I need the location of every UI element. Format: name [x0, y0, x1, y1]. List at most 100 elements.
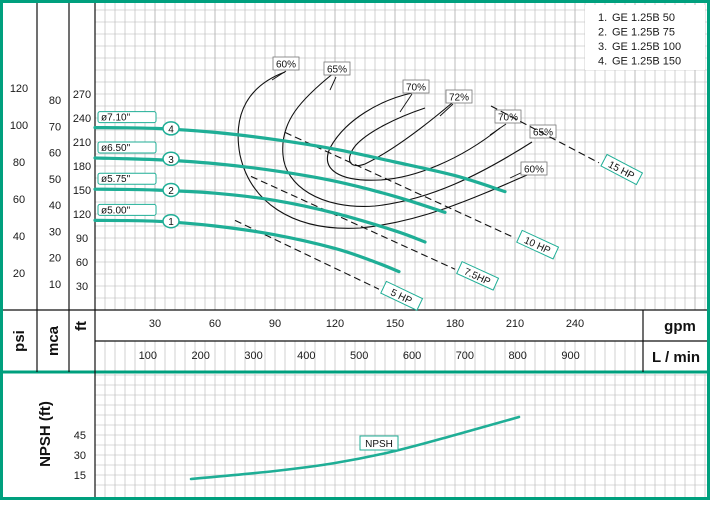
diameter-label: ø6.50": [101, 143, 131, 154]
npsh-curve-group: NPSH: [189, 415, 521, 481]
psi-tick: 60: [13, 194, 25, 206]
efficiency-contour-72: [348, 102, 453, 166]
npsh-tick: 15: [74, 470, 86, 482]
gpm-tick: 180: [446, 318, 464, 330]
npsh-label: NPSH (ft): [37, 401, 54, 467]
lmin-tick: 400: [297, 350, 315, 362]
efficiency-label-box: [402, 79, 430, 94]
ft-tick: 270: [73, 89, 91, 101]
power-label-box: [600, 153, 644, 186]
efficiency-labels: 60%65%70%72%70%65%60%: [272, 56, 557, 176]
npsh-tick: 45: [74, 430, 86, 442]
lmin-tick: 100: [139, 350, 157, 362]
efficiency-label-box: [520, 161, 548, 176]
mca-tick: 40: [49, 200, 61, 212]
mca-tick: 30: [49, 226, 61, 238]
power-label-box: [380, 280, 424, 311]
efficiency-label-box: [494, 109, 522, 124]
curve-number: 1: [168, 217, 174, 228]
efficiency-label: 70%: [406, 83, 426, 94]
efficiency-label-box: [445, 89, 473, 104]
curve-2: [93, 187, 427, 244]
legend-number: 1.: [598, 12, 607, 24]
efficiency-contours: [237, 71, 533, 229]
gpm-tick: 30: [149, 318, 161, 330]
efficiency-label-box: [529, 124, 557, 139]
curve-number: 4: [168, 124, 174, 135]
gpm-ticks: 30 60 90 120 150 180 210 240: [149, 318, 584, 330]
legend-entry: GE 1.25B 75: [612, 27, 675, 39]
performance-curves: ø7.10" 4 ø6.50" 3 ø5.75" 2 ø5.00" 1: [93, 111, 507, 274]
curve-number: 2: [168, 186, 174, 197]
power-label: 15 HP: [600, 153, 644, 186]
efficiency-contour-70: [326, 92, 501, 181]
ft-tick: 90: [76, 233, 88, 245]
legend-entry: GE 1.25B 150: [612, 56, 681, 68]
psi-tick: 120: [10, 83, 28, 95]
diameter-label-box: [97, 172, 157, 185]
lmin-tick: 200: [192, 350, 210, 362]
curve-number: 3: [168, 155, 174, 166]
mca-tick: 80: [49, 95, 61, 107]
ft-label: ft: [73, 321, 90, 331]
npsh-curve: [189, 415, 521, 481]
mca-tick: 70: [49, 121, 61, 133]
ft-tick: 240: [73, 113, 91, 125]
curve-number-badge: [162, 121, 180, 136]
gpm-tick: 60: [209, 318, 221, 330]
curve-4: [93, 126, 507, 194]
mca-tick: 60: [49, 148, 61, 160]
power-label: 10 HP: [516, 229, 560, 260]
lmin-tick: 500: [350, 350, 368, 362]
power-label-box: [456, 260, 500, 291]
efficiency-label: 60%: [524, 165, 544, 176]
gpm-tick: 240: [566, 318, 584, 330]
grid-axis-band: [104, 341, 636, 372]
efficiency-label: 65%: [327, 65, 347, 76]
npsh-ticks: 45 30 15: [74, 430, 86, 482]
ft-tick: 30: [76, 281, 88, 293]
legend-number: 2.: [598, 27, 607, 39]
legend: 1. GE 1.25B 50 2. GE 1.25B 75 3. GE 1.25B 100…: [585, 5, 705, 70]
mca-tick: 50: [49, 174, 61, 186]
lmin-label: L / min: [652, 349, 700, 366]
legend-box: [585, 5, 705, 70]
curve-3: [93, 156, 447, 214]
npsh-curve-label: NPSH: [365, 439, 393, 450]
grid-npsh: [95, 374, 707, 497]
psi-tick: 20: [13, 268, 25, 280]
psi-label: psi: [11, 330, 28, 352]
lmin-ticks: 100 200 300 400 500 600 700 800 900: [139, 350, 580, 362]
diameter-label-box: [97, 111, 157, 124]
legend-entry: GE 1.25B 100: [612, 41, 681, 53]
ft-tick: 60: [76, 257, 88, 269]
ft-tick: 150: [73, 185, 91, 197]
diameter-label: ø5.75": [101, 174, 131, 185]
efficiency-label-box: [323, 61, 351, 76]
efficiency-label: 70%: [498, 113, 518, 124]
psi-tick: 100: [10, 120, 28, 132]
curve-number-badge: [162, 182, 180, 198]
npsh-label-box: [359, 435, 399, 451]
ft-ticks: 270 240 210 180 150 120 90 60 30: [73, 89, 91, 293]
diameter-label: ø7.10": [101, 113, 131, 124]
efficiency-leaders: [271, 70, 528, 179]
efficiency-label-box: [272, 56, 300, 71]
gpm-tick: 210: [506, 318, 524, 330]
psi-tick: 80: [13, 157, 25, 169]
mca-ticks: 80 70 60 50 40 30 20 10: [49, 95, 61, 291]
legend-number: 4.: [598, 56, 607, 68]
lmin-tick: 700: [456, 350, 474, 362]
gpm-tick: 90: [269, 318, 281, 330]
curve-number-badge: [162, 151, 180, 167]
diameter-label: ø5.00": [101, 205, 131, 216]
lmin-tick: 600: [403, 350, 421, 362]
ft-tick: 120: [73, 209, 91, 221]
efficiency-label: 60%: [276, 60, 296, 71]
efficiency-contour-60: [237, 71, 528, 229]
mca-label: mca: [45, 325, 62, 356]
